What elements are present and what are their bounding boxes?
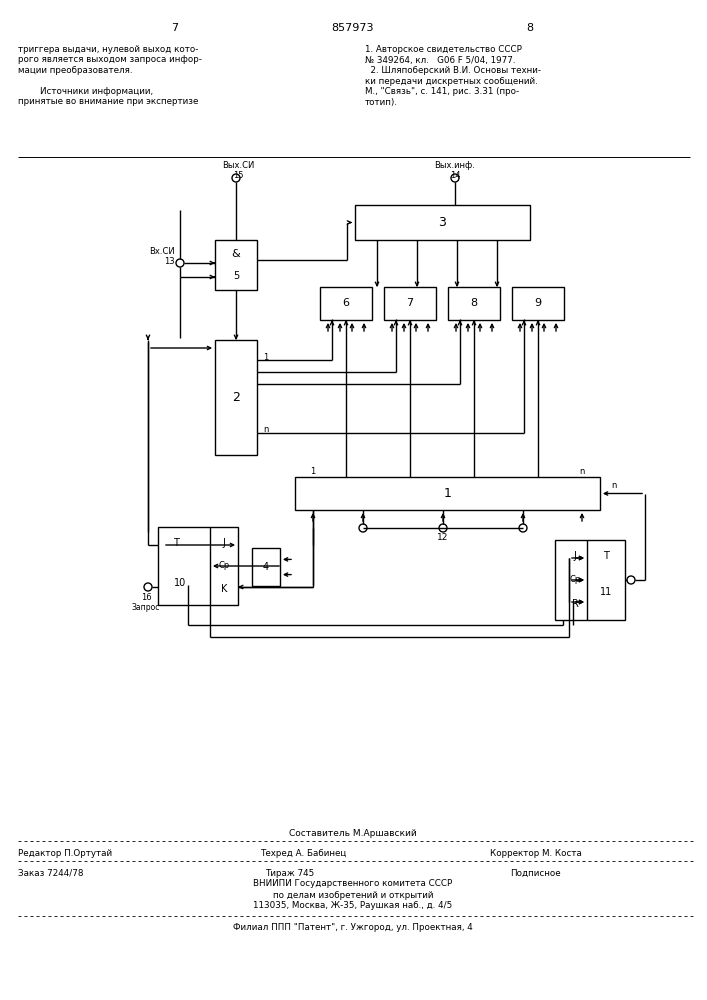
Text: Редактор П.Ортутай: Редактор П.Ортутай [18,848,112,857]
Text: триггера выдачи, нулевой выход кото-: триггера выдачи, нулевой выход кото- [18,45,199,54]
Text: принятые во внимание при экспертизе: принятые во внимание при экспертизе [18,98,199,106]
Bar [320,287,372,320]
Text: 2. Шляпоберский В.И. Основы техни-: 2. Шляпоберский В.И. Основы техни- [365,66,541,75]
Text: № 349264, кл.   G06 F 5/04, 1977.: № 349264, кл. G06 F 5/04, 1977. [365,55,515,64]
Text: 113035, Москва, Ж-35, Раушкая наб., д. 4/5: 113035, Москва, Ж-35, Раушкая наб., д. 4… [253,902,452,910]
Text: Подписное: Подписное [510,868,561,878]
Bar [158,527,238,605]
Text: Техред А. Бабинец: Техред А. Бабинец [260,848,346,857]
Text: 1: 1 [443,487,452,500]
Text: 2: 2 [232,391,240,404]
Text: 12: 12 [438,532,449,542]
Text: 5: 5 [233,271,239,281]
Text: ки передачи дискретных сообщений.: ки передачи дискретных сообщений. [365,77,538,86]
Text: ВНИИПИ Государственного комитета СССР: ВНИИПИ Государственного комитета СССР [253,880,452,888]
Text: 10: 10 [174,578,186,588]
Text: 857973: 857973 [332,23,374,33]
Text: тотип).: тотип). [365,98,398,106]
Text: Источники информации,: Источники информации, [18,87,153,96]
Text: по делам изобретений и открытий: по делам изобретений и открытий [273,890,433,900]
Text: Вых.СИ: Вых.СИ [222,161,255,170]
Text: n: n [263,426,269,434]
Text: 14: 14 [450,170,460,180]
Bar [295,477,600,510]
Text: n: n [612,481,617,490]
Text: 8: 8 [527,23,534,33]
Text: Тираж 745: Тираж 745 [265,868,314,878]
Text: 1: 1 [263,353,268,361]
Text: 7: 7 [407,298,414,308]
Text: Филиал ППП "Патент", г. Ужгород, ул. Проектная, 4: Филиал ППП "Патент", г. Ужгород, ул. Про… [233,922,473,932]
Text: K: K [221,584,227,594]
Text: М., "Связь", с. 141, рис. 3.31 (про-: М., "Связь", с. 141, рис. 3.31 (про- [365,87,519,96]
Text: Вых.инф.: Вых.инф. [435,161,475,170]
Text: 1: 1 [310,466,315,476]
Text: 8: 8 [470,298,477,308]
Bar [555,540,625,620]
Text: T: T [603,551,609,561]
Text: Составитель М.Аршавский: Составитель М.Аршавский [289,829,417,838]
Text: J: J [573,551,576,561]
Text: &: & [232,249,240,259]
Text: 9: 9 [534,298,542,308]
Text: рого является выходом запроса инфор-: рого является выходом запроса инфор- [18,55,202,64]
Text: 4: 4 [263,562,269,572]
Text: R: R [571,599,578,609]
Text: 6: 6 [342,298,349,308]
Text: Корректор М. Коста: Корректор М. Коста [490,848,582,857]
Text: Вх.СИ: Вх.СИ [149,247,175,256]
Text: Cp: Cp [218,562,230,570]
Text: 13: 13 [164,256,175,265]
Bar [384,287,436,320]
Text: 16: 16 [141,592,151,601]
Text: Заказ 7244/78: Заказ 7244/78 [18,868,83,878]
Text: Запрос: Запрос [132,602,160,611]
Text: 3: 3 [438,216,446,229]
Bar [512,287,564,320]
Text: мации преобразователя.: мации преобразователя. [18,66,132,75]
Bar [215,240,257,290]
Bar [252,548,280,586]
Text: 15: 15 [233,170,243,180]
Text: Cp: Cp [569,576,580,584]
Bar [448,287,500,320]
Text: 7: 7 [171,23,179,33]
Text: T: T [173,538,179,548]
Bar [355,205,530,240]
Text: J: J [223,538,226,548]
Text: n: n [579,466,585,476]
Bar [215,340,257,455]
Text: 11: 11 [600,587,612,597]
Text: 1. Авторское свидетельство СССР: 1. Авторское свидетельство СССР [365,45,522,54]
